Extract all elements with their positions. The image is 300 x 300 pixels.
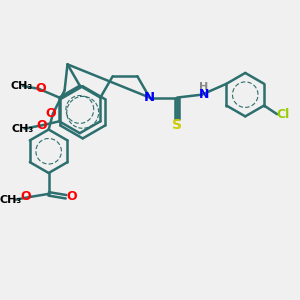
Text: O: O <box>45 106 56 119</box>
Text: S: S <box>172 118 182 131</box>
Text: CH₃: CH₃ <box>11 81 33 91</box>
Text: N: N <box>144 91 155 104</box>
Text: Cl: Cl <box>277 108 290 121</box>
Text: H: H <box>199 82 208 92</box>
Text: O: O <box>37 119 47 132</box>
Text: CH₃: CH₃ <box>0 195 22 205</box>
Text: CH₃: CH₃ <box>12 124 34 134</box>
Text: O: O <box>35 82 46 95</box>
Text: N: N <box>199 88 209 101</box>
Text: O: O <box>66 190 76 203</box>
Text: O: O <box>21 190 32 203</box>
